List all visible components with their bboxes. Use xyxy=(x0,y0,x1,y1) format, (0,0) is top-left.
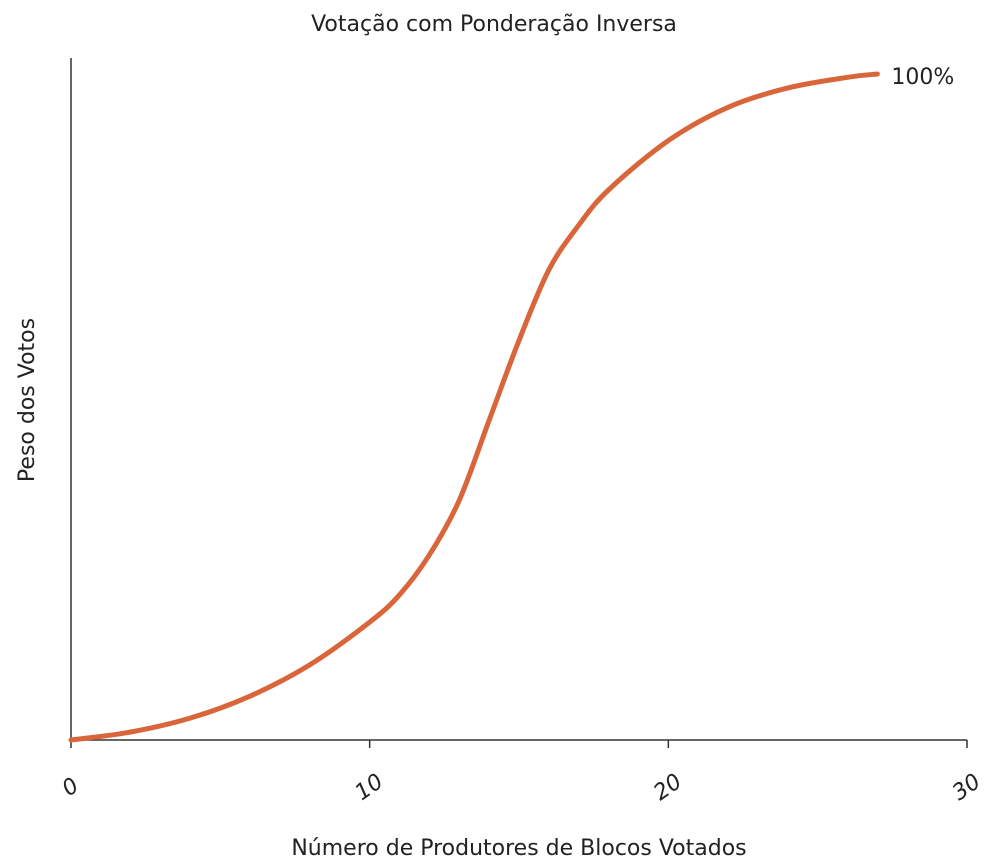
x-axis-label: Número de Produtores de Blocos Votados xyxy=(291,836,746,861)
annotation: 100% xyxy=(891,65,954,90)
line xyxy=(68,71,880,743)
x-tick-label: 10 xyxy=(351,769,388,806)
x-tick-label: 30 xyxy=(948,769,985,806)
y-axis-label: Peso dos Votos xyxy=(15,318,40,482)
chart-title: Votação com Ponderação Inversa xyxy=(311,12,677,37)
x-tick-label: 20 xyxy=(649,769,686,806)
x-tick-label: 0 xyxy=(58,773,84,802)
